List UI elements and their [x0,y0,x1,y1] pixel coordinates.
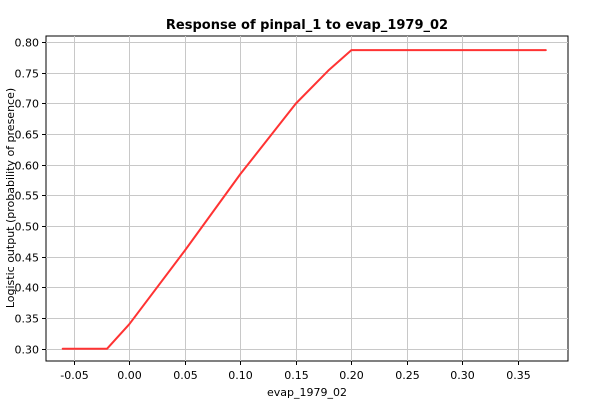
x-axis-ticks: -0.05 0.00 0.05 0.10 0.15 0.20 0.25 0.30 0.35 [60,361,531,382]
y-tick-label: 0.35 [15,313,40,326]
x-tick-label: 0.35 [506,369,531,382]
y-tick-label: 0.60 [15,160,40,173]
y-tick-label: 0.40 [15,282,40,295]
y-tick-label: 0.70 [15,98,40,111]
y-axis-ticks: 0.30 0.35 0.40 0.45 0.50 0.55 0.60 0.65 0.70 0.75… [15,37,46,357]
y-axis-label: Logistic output (probability of presence… [4,88,17,308]
x-tick-label: 0.05 [173,369,198,382]
x-axis-label: evap_1979_02 [267,386,347,399]
chart-title: Response of pinpal_1 to evap_1979_02 [166,18,448,33]
x-tick-label: 0.25 [395,369,420,382]
response-curve [61,49,547,350]
x-tick-label: 0.30 [450,369,475,382]
x-tick-label: 0.15 [284,369,309,382]
y-tick-label: 0.55 [15,190,40,203]
y-tick-label: 0.45 [15,252,40,265]
series-layer [61,49,547,350]
y-tick-label: 0.30 [15,344,40,357]
plot-area [45,35,569,362]
x-tick-label: -0.05 [60,369,88,382]
x-tick-label: 0.20 [339,369,364,382]
x-tick-label: 0.00 [117,369,142,382]
y-tick-label: 0.75 [15,68,40,81]
y-tick-label: 0.50 [15,221,40,234]
y-tick-label: 0.65 [15,129,40,142]
x-tick-label: 0.10 [228,369,253,382]
y-tick-label: 0.80 [15,37,40,50]
